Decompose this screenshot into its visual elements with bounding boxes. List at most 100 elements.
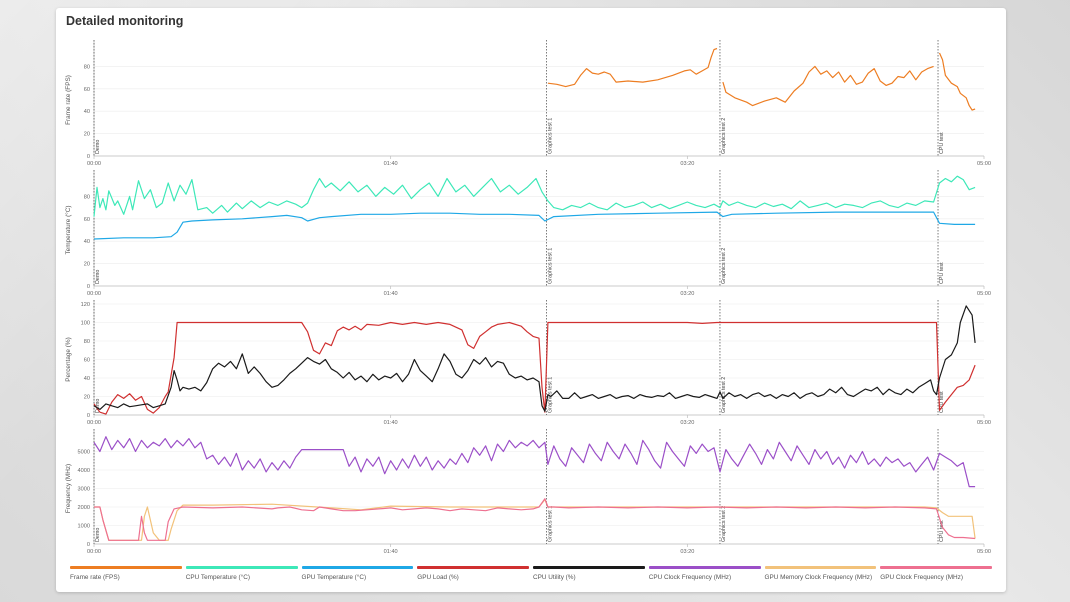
legend-item-gpu-load[interactable]: GPU Load (%) bbox=[417, 566, 529, 590]
legend-swatch bbox=[70, 566, 182, 569]
legend-item-cpu-clock[interactable]: CPU Clock Frequency (MHz) bbox=[648, 566, 761, 590]
y-tick-label: 20 bbox=[84, 132, 90, 138]
phase-marker-label: Demo bbox=[95, 528, 101, 542]
legend-item-gpu-clock[interactable]: GPU Clock Frequency (MHz) bbox=[880, 566, 992, 590]
series-line bbox=[547, 47, 718, 88]
legend-item-gpu-memory-clock[interactable]: GPU Memory Clock Frequency (MHz) bbox=[764, 566, 877, 590]
phase-marker-label: Graphics test 1 bbox=[547, 377, 553, 413]
x-tick-label: 05:00 bbox=[977, 291, 991, 297]
phase-marker-label: Graphics test 2 bbox=[721, 248, 727, 284]
x-tick-label: 01:40 bbox=[384, 161, 398, 167]
phase-marker-label: Graphics test 1 bbox=[547, 506, 553, 542]
y-tick-label: 4000 bbox=[78, 468, 90, 474]
phase-marker-label: Demo bbox=[95, 399, 101, 413]
phase-marker-label: Graphics test 2 bbox=[721, 506, 727, 542]
legend-label: Frame rate (FPS) bbox=[70, 574, 120, 581]
legend-swatch bbox=[880, 566, 992, 569]
legend-swatch bbox=[764, 566, 877, 569]
y-tick-label: 0 bbox=[87, 284, 90, 290]
series-line bbox=[93, 305, 976, 412]
y-tick-label: 2000 bbox=[78, 505, 90, 511]
legend-swatch bbox=[417, 566, 529, 569]
monitoring-card: Detailed monitoring 0 20 40 60 80 00:00 01:40 0… bbox=[56, 8, 1006, 592]
y-tick-label: 100 bbox=[81, 321, 90, 327]
legend-item-frame-rate[interactable]: Frame rate (FPS) bbox=[70, 566, 182, 590]
series-line bbox=[93, 436, 976, 488]
x-tick-label: 00:00 bbox=[87, 161, 101, 167]
y-tick-label: 40 bbox=[84, 376, 90, 382]
series-line bbox=[94, 499, 976, 541]
x-tick-label: 05:00 bbox=[977, 420, 991, 426]
phase-marker-label: CPU test bbox=[939, 132, 945, 154]
y-tick-label: 5000 bbox=[78, 450, 90, 456]
x-tick-label: 05:00 bbox=[977, 549, 991, 555]
series-line bbox=[938, 52, 976, 111]
legend-swatch bbox=[533, 566, 645, 569]
legend-label: GPU Memory Clock Frequency (MHz) bbox=[764, 574, 873, 581]
y-tick-label: 1000 bbox=[78, 524, 90, 530]
legend-swatch bbox=[185, 566, 298, 569]
x-tick-label: 05:00 bbox=[977, 161, 991, 167]
y-tick-label: 40 bbox=[84, 109, 90, 115]
phase-marker-label: Graphics test 2 bbox=[721, 118, 727, 154]
x-tick-label: 00:00 bbox=[87, 291, 101, 297]
legend-label: GPU Temperature (°C) bbox=[301, 574, 367, 581]
series-line bbox=[93, 321, 976, 415]
phase-marker-label: Graphics test 2 bbox=[721, 377, 727, 413]
chart-panel: 0 20 40 60 80 00:00 01:40 03:20 05:00 Frame rate … bbox=[65, 40, 991, 167]
y-axis-label: Frame rate (FPS) bbox=[65, 75, 72, 125]
y-tick-label: 0 bbox=[87, 413, 90, 419]
x-tick-label: 03:20 bbox=[680, 291, 694, 297]
page-title: Detailed monitoring bbox=[66, 14, 184, 28]
x-tick-label: 01:40 bbox=[384, 549, 398, 555]
phase-marker-label: Graphics test 1 bbox=[547, 118, 553, 154]
y-axis-label: Frequency (MHz) bbox=[65, 464, 72, 513]
y-tick-label: 80 bbox=[84, 64, 90, 70]
phase-marker-label: Demo bbox=[95, 140, 101, 154]
y-tick-label: 80 bbox=[84, 194, 90, 200]
y-tick-label: 60 bbox=[84, 87, 90, 93]
y-tick-label: 3000 bbox=[78, 487, 90, 493]
x-tick-label: 03:20 bbox=[680, 420, 694, 426]
y-axis-label: Percentage (%) bbox=[65, 337, 72, 381]
x-tick-label: 01:40 bbox=[384, 291, 398, 297]
phase-marker-label: Demo bbox=[95, 270, 101, 284]
x-tick-label: 01:40 bbox=[384, 420, 398, 426]
x-tick-label: 03:20 bbox=[680, 161, 694, 167]
y-tick-label: 120 bbox=[81, 302, 90, 308]
y-tick-label: 0 bbox=[87, 154, 90, 160]
legend-label: GPU Load (%) bbox=[417, 574, 459, 581]
series-line bbox=[722, 65, 934, 107]
legend-swatch bbox=[648, 566, 761, 569]
x-tick-label: 00:00 bbox=[87, 549, 101, 555]
y-tick-label: 20 bbox=[84, 262, 90, 268]
y-axis-label: Temperature (°C) bbox=[64, 205, 72, 254]
y-tick-label: 60 bbox=[84, 217, 90, 223]
legend-swatch bbox=[301, 566, 414, 569]
legend-label: GPU Clock Frequency (MHz) bbox=[880, 574, 963, 581]
phase-marker-label: CPU test bbox=[939, 391, 945, 413]
charts-canvas: 0 20 40 60 80 00:00 01:40 03:20 05:00 Frame rate … bbox=[64, 40, 991, 555]
chart-panel: 0 20 40 60 80 100 120 00:00 01:40 03:20 05:00 Perce… bbox=[65, 300, 991, 426]
y-tick-label: 0 bbox=[87, 542, 90, 548]
legend-item-cpu-temperature[interactable]: CPU Temperature (°C) bbox=[185, 566, 298, 590]
x-tick-label: 00:00 bbox=[87, 420, 101, 426]
series-line bbox=[93, 175, 976, 217]
chart-panel: 0 20 40 60 80 00:00 01:40 03:20 05:00 Temperature… bbox=[64, 170, 991, 297]
legend: Frame rate (FPS) CPU Temperature (°C) GP… bbox=[70, 566, 992, 590]
y-tick-label: 60 bbox=[84, 358, 90, 364]
series-line bbox=[94, 498, 976, 541]
y-tick-label: 80 bbox=[84, 339, 90, 345]
chart-panel: 0 1000 2000 3000 4000 5000 00:00 01:40 03:20 05:0… bbox=[65, 429, 991, 555]
y-tick-label: 40 bbox=[84, 239, 90, 245]
series-line bbox=[93, 211, 976, 240]
legend-label: CPU Temperature (°C) bbox=[185, 574, 250, 581]
legend-item-gpu-temperature[interactable]: GPU Temperature (°C) bbox=[301, 566, 414, 590]
legend-item-cpu-utility[interactable]: CPU Utility (%) bbox=[533, 566, 645, 590]
legend-label: CPU Utility (%) bbox=[533, 574, 576, 581]
x-tick-label: 03:20 bbox=[680, 549, 694, 555]
phase-marker-label: Graphics test 1 bbox=[547, 248, 553, 284]
y-tick-label: 20 bbox=[84, 395, 90, 401]
phase-marker-label: CPU test bbox=[939, 520, 945, 542]
legend-label: CPU Clock Frequency (MHz) bbox=[648, 574, 732, 581]
